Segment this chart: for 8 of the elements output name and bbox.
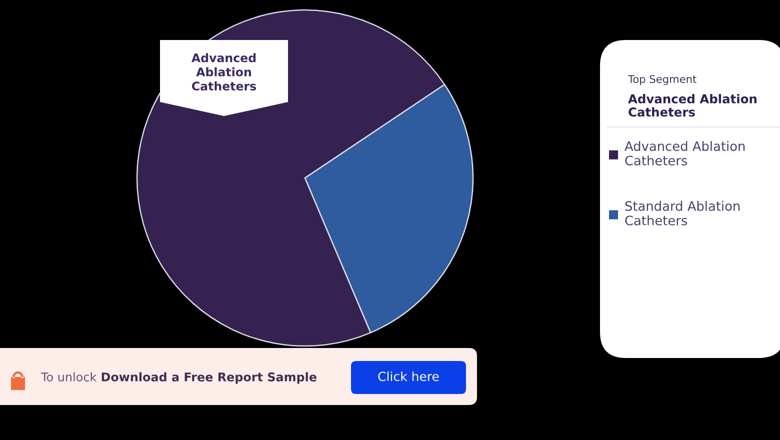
text: Advanced Ablation Catheters bbox=[628, 94, 756, 117]
text: Download a Free Report Sample bbox=[102, 372, 316, 384]
text: Top Segment bbox=[628, 75, 696, 86]
text: Click here bbox=[378, 371, 439, 382]
legend-label: Standard Ablation Catheters bbox=[625, 200, 740, 226]
legend-label: Advanced Ablation Catheters bbox=[624, 141, 745, 166]
text: To unlock bbox=[40, 372, 97, 382]
text: Advanced Ablation Catheters bbox=[192, 53, 256, 91]
